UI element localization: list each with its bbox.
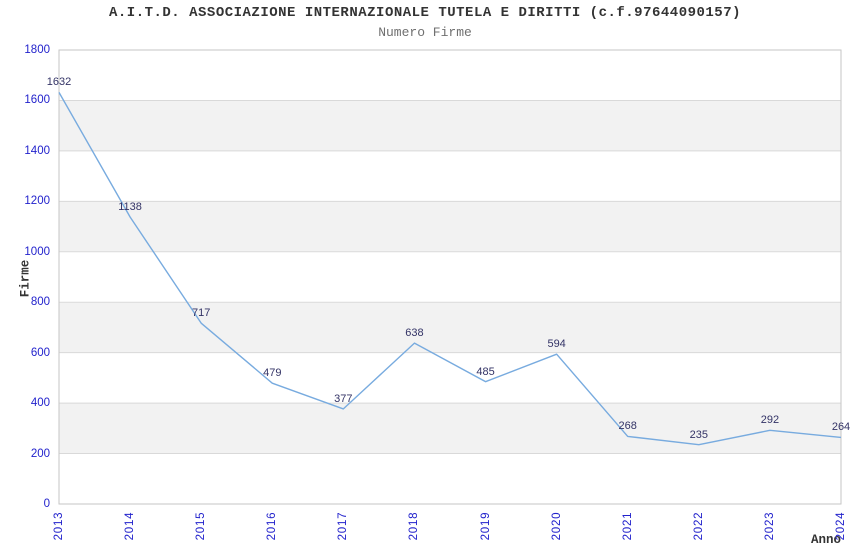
y-tick-label: 1400 (24, 144, 50, 157)
plot-band (59, 302, 841, 353)
y-tick-label: 400 (30, 397, 50, 410)
x-tick-label: 2023 (763, 511, 776, 541)
value-label: 594 (547, 338, 566, 351)
value-label: 485 (476, 365, 495, 378)
plot-band (59, 453, 841, 504)
value-label: 235 (689, 428, 708, 441)
x-tick-label: 2019 (479, 511, 492, 541)
y-tick-label: 800 (30, 296, 50, 309)
y-tick-label: 1200 (24, 195, 50, 208)
y-tick-label: 1000 (24, 245, 50, 258)
x-tick-label: 2024 (835, 511, 847, 541)
value-label: 268 (618, 420, 637, 433)
plot-border (58, 49, 842, 505)
x-axis-title: Anno (811, 533, 842, 547)
value-label: 638 (405, 327, 424, 340)
plot-band (59, 100, 841, 151)
plot-band (59, 150, 841, 202)
y-tick-label: 200 (30, 447, 50, 460)
y-tick-label: 1600 (24, 94, 50, 107)
x-tick-label: 2016 (266, 511, 279, 541)
data-line (58, 92, 842, 446)
x-tick-label: 2021 (621, 511, 634, 541)
value-label: 1632 (46, 76, 72, 89)
plot-band (59, 251, 841, 303)
x-tick-label: 2014 (124, 511, 137, 541)
chart-title: A.I.T.D. ASSOCIAZIONE INTERNAZIONALE TUT… (109, 5, 741, 21)
plot-band (59, 50, 841, 101)
chart-subtitle: Numero Firme (378, 25, 472, 40)
value-label: 1138 (118, 200, 142, 213)
x-tick-label: 2017 (337, 511, 350, 541)
value-label: 292 (760, 414, 780, 427)
x-tick-label: 2015 (195, 511, 208, 541)
x-tick-label: 2022 (692, 511, 705, 541)
plot-band (59, 352, 841, 404)
value-label: 479 (263, 367, 282, 380)
x-tick-label: 2020 (550, 511, 563, 541)
x-tick-label: 2018 (408, 511, 421, 541)
value-label: 377 (334, 392, 353, 405)
y-tick-label: 0 (43, 498, 50, 510)
x-tick-label: 2013 (53, 511, 65, 541)
plot-band (59, 201, 841, 252)
value-label: 264 (831, 421, 850, 434)
y-tick-label: 1800 (24, 44, 50, 56)
value-label: 717 (191, 307, 211, 320)
plot-band (59, 403, 841, 454)
y-tick-label: 600 (30, 346, 50, 359)
